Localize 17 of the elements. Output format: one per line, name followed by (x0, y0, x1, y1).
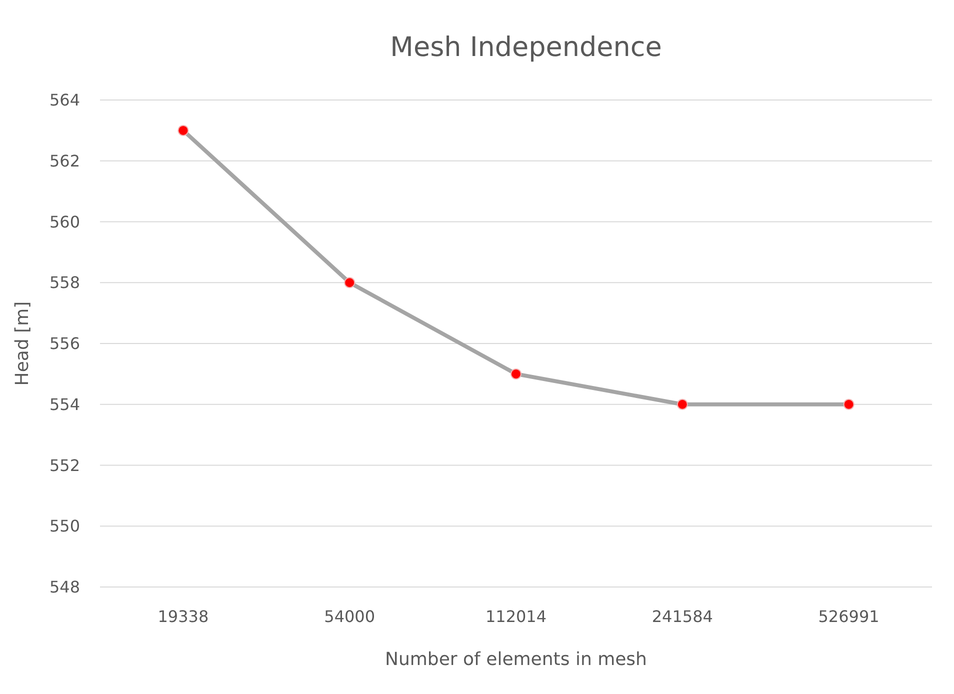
y-tick-label: 548 (49, 578, 80, 597)
y-tick-label: 564 (49, 90, 80, 110)
chart-title: Mesh Independence (390, 32, 662, 63)
x-tick-label: 241584 (652, 607, 713, 626)
y-tick-label: 554 (49, 394, 80, 414)
x-axis-title: Number of elements in mesh (385, 649, 647, 670)
y-tick-label: 550 (49, 516, 80, 536)
x-tick-label: 526991 (818, 607, 880, 626)
x-tick-label: 112014 (485, 607, 547, 626)
x-tick-label: 54000 (324, 607, 376, 626)
x-tick-label: 19338 (158, 607, 209, 626)
y-axis-title: Head [m] (12, 301, 33, 386)
y-tick-label: 562 (49, 151, 80, 170)
y-tick-label: 552 (49, 456, 80, 475)
y-tick-label: 556 (49, 334, 80, 354)
y-tick-label: 560 (49, 212, 80, 232)
y-tick-label: 558 (49, 273, 80, 292)
